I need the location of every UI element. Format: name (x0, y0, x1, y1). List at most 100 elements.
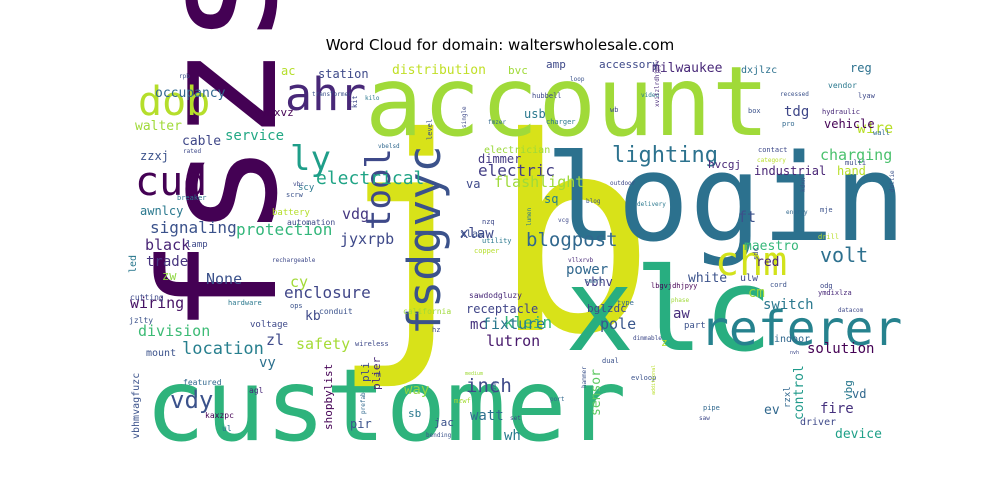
cloud-word: dimmer (478, 152, 521, 166)
cloud-word: jyxrpb (340, 230, 394, 248)
cloud-word: pipe (703, 404, 720, 412)
cloud-word: ac (281, 64, 295, 78)
cloud-word: vendor (828, 81, 857, 90)
cloud-word: fmzer (488, 119, 506, 126)
cloud-word: hydraulic (822, 108, 860, 116)
cloud-word: mzwf (454, 397, 471, 405)
cloud-word: fsdgvyc (398, 145, 451, 335)
cloud-word: cord (770, 281, 787, 289)
cloud-word: kdxn (800, 177, 807, 192)
cloud-word: kb (305, 309, 321, 324)
cloud-word: dimmable (633, 335, 662, 342)
cloud-word: hvcgj (708, 158, 741, 171)
cloud-word: pro (782, 120, 795, 128)
cloud-word: location (182, 339, 264, 359)
cloud-word: chm (715, 239, 787, 285)
cloud-word: cutting (130, 293, 164, 302)
cloud-word: sq (544, 192, 558, 206)
cloud-word: recessed (780, 91, 809, 98)
cloud-word: black (145, 236, 190, 254)
cloud-word: hardware (228, 299, 262, 307)
cloud-word: video (641, 92, 659, 99)
cloud-word: zl (266, 331, 284, 349)
cloud-word: lamp (186, 240, 208, 250)
cloud-word: wh (504, 428, 521, 444)
cloud-word: saw (699, 415, 710, 422)
cloud-word: nzq (482, 218, 495, 226)
cloud-word: prefab (360, 392, 367, 414)
cloud-word: phase (671, 297, 689, 304)
cloud-word: xlaw (460, 226, 494, 242)
cloud-word: division (138, 322, 210, 340)
cloud-word: account (365, 46, 770, 158)
cloud-word: ulw (740, 273, 759, 284)
cloud-word: category (757, 157, 786, 164)
cloud-word: charger (546, 118, 576, 126)
cloud-word: customer (145, 347, 627, 464)
cloud-word: reg (850, 61, 872, 75)
cloud-word: rechargeable (272, 257, 316, 264)
cloud-word: pole (600, 315, 636, 333)
cloud-word: electrical (316, 168, 424, 189)
cloud-word: jzlty (129, 316, 153, 325)
cloud-word: smart (585, 278, 603, 285)
cloud-word: xvitzlrdhjpyv (654, 60, 661, 107)
cloud-word: vbg (842, 380, 855, 400)
cloud-word: sensor (589, 369, 604, 416)
cloud-word: rzxl (783, 386, 793, 408)
cloud-word: agl (249, 386, 264, 395)
cloud-word: vdg (342, 205, 369, 223)
cloud-word: hammer (581, 366, 588, 388)
cloud-word: distribution (392, 63, 486, 78)
cloud-word: dottie (889, 170, 896, 192)
cloud-word: utility (482, 237, 512, 245)
cloud-word: ahr (285, 68, 366, 121)
cloud-word: automation (287, 218, 335, 227)
cloud-word: cable (182, 134, 221, 149)
cloud-word: mc (470, 317, 487, 333)
cloud-word: control (792, 365, 807, 420)
cloud-word: electric (478, 161, 555, 180)
cloud-word: dxjlzc (741, 65, 777, 76)
cloud-word: vzdg (492, 381, 498, 393)
cloud-word: electrician (484, 145, 550, 156)
cloud-word: va (466, 177, 480, 191)
cloud-word: hubbell (532, 92, 562, 100)
cloud-word: type (617, 299, 634, 307)
cloud-word: klein (504, 313, 552, 332)
cloud-word: solution (807, 341, 874, 357)
cloud-word: breaker (177, 194, 207, 202)
cloud-word: vy (259, 355, 276, 371)
cloud-word: odg (820, 282, 833, 290)
cloud-word: port (550, 396, 565, 403)
cloud-word: copper (474, 247, 499, 255)
cloud-word: additional (651, 365, 657, 395)
cloud-word: conduit (319, 307, 353, 316)
cloud-word: single (461, 106, 468, 128)
cloud-word: led (128, 255, 139, 273)
cloud-word: blog (586, 198, 601, 205)
cloud-word: indoor (774, 334, 810, 345)
cloud-word: vbelsd (378, 143, 400, 150)
cloud-word: plier (370, 357, 383, 390)
cloud-word: usb (524, 107, 546, 121)
cloud-word: pir (350, 417, 372, 431)
cloud-word: scy (298, 183, 315, 193)
cloud-word: rpb (179, 73, 190, 80)
cloud-word: kaxzpc (205, 411, 234, 420)
cloud-word: fszs (126, 0, 313, 335)
cloud-word: mount (146, 348, 176, 359)
cloud-word: walter (135, 119, 182, 134)
cloud-word: amp (546, 58, 566, 71)
cloud-word: vbhv (584, 275, 613, 289)
cloud-word: california (403, 307, 451, 316)
cloud-word: vbhmvagfuzc (131, 373, 142, 439)
cloud-word: driver (800, 417, 836, 428)
cloud-word: milwaukee (652, 61, 723, 76)
cloud-word: power (566, 262, 608, 278)
cloud-word: bglzdc (587, 302, 627, 315)
cloud-word: dual (602, 357, 619, 365)
cloud-word: blogpost (526, 229, 618, 251)
cloud-word: maestro (744, 239, 799, 254)
cloud-word: wall (873, 129, 890, 137)
